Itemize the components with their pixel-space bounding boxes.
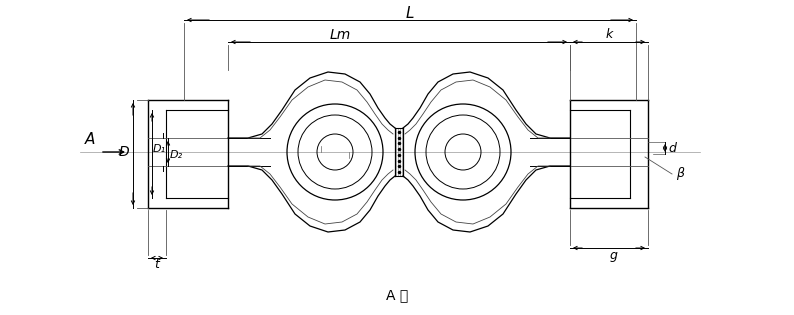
- Text: d: d: [668, 141, 676, 154]
- Text: g: g: [610, 249, 618, 262]
- Text: D₁: D₁: [152, 144, 166, 154]
- Text: D: D: [118, 145, 129, 159]
- Text: Lm: Lm: [330, 28, 351, 42]
- Text: D₂: D₂: [169, 150, 183, 160]
- Text: L: L: [406, 5, 414, 20]
- Text: k: k: [605, 28, 613, 42]
- Text: A: A: [85, 133, 95, 147]
- Text: β: β: [676, 168, 684, 180]
- Text: t: t: [155, 259, 160, 272]
- Text: A 向: A 向: [386, 288, 408, 302]
